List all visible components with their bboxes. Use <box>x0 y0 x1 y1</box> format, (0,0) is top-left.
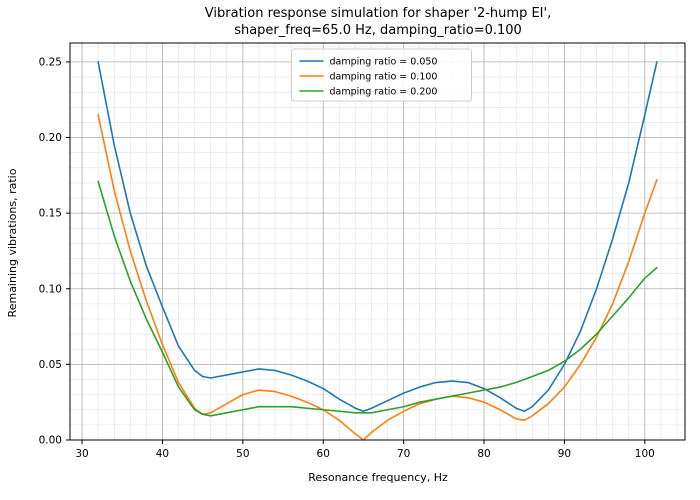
plot-area: 30 40 50 60 70 80 90 100 0.00 0.05 0.10 0.15 0.20 0.2… <box>39 42 686 460</box>
legend-label-2: damping ratio = 0.200 <box>330 87 438 98</box>
y-tick-label: 0.05 <box>39 359 62 371</box>
x-tick-label: 60 <box>317 448 330 460</box>
y-tick-label: 0.15 <box>39 208 62 220</box>
x-tick-label: 90 <box>558 448 571 460</box>
series-line-1 <box>97 114 658 441</box>
x-tick-label: 40 <box>156 448 169 460</box>
x-tick-label: 70 <box>397 448 410 460</box>
legend-label-0: damping ratio = 0.050 <box>330 57 438 68</box>
x-tick-label: 100 <box>635 448 655 460</box>
x-tick-label: 30 <box>75 448 88 460</box>
y-tick-label: 0.00 <box>39 435 62 447</box>
series-line-0 <box>97 61 658 413</box>
x-axis-label: Resonance frequency, Hz <box>308 471 448 484</box>
y-axis-label: Remaining vibrations, ratio <box>6 168 19 317</box>
x-tick-label: 50 <box>236 448 249 460</box>
x-tick-label: 80 <box>477 448 490 460</box>
axes-frame <box>69 42 686 441</box>
legend-box <box>291 48 472 102</box>
legend-label-1: damping ratio = 0.100 <box>330 72 438 83</box>
chart-title-line1: Vibration response simulation for shaper… <box>205 6 551 21</box>
series-line-2 <box>97 180 658 417</box>
y-tick-label: 0.20 <box>39 132 62 144</box>
y-tick-label: 0.25 <box>39 56 62 68</box>
chart-title-line2: shaper_freq=65.0 Hz, damping_ratio=0.100 <box>234 23 522 38</box>
y-tick-label: 0.10 <box>39 283 62 295</box>
